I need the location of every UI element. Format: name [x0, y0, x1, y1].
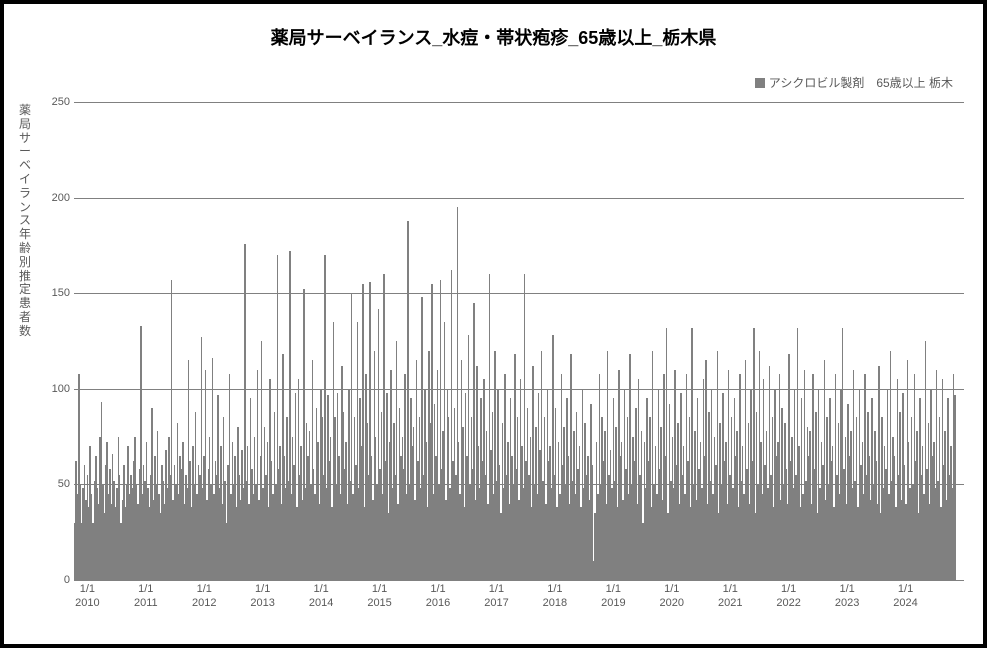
x-tick-label: 1/12022: [776, 582, 800, 611]
bar: [954, 395, 955, 580]
gridline: [74, 484, 964, 485]
y-tick-label: 150: [44, 287, 70, 299]
legend-swatch: [755, 78, 765, 88]
x-tick-label: 1/12024: [893, 582, 917, 611]
x-tick-label: 1/12013: [250, 582, 274, 611]
gridline: [74, 198, 964, 199]
x-tick-label: 1/12023: [835, 582, 859, 611]
x-tick-label: 1/12015: [367, 582, 391, 611]
y-axis-ticks: 050100150200250: [44, 102, 70, 580]
chart-title: 薬局サーベイランス_水痘・帯状疱疹_65歳以上_栃木県: [4, 24, 983, 50]
legend: アシクロビル製剤 65歳以上 栃木: [755, 74, 953, 91]
y-tick-label: 250: [44, 96, 70, 108]
x-tick-label: 1/12014: [309, 582, 333, 611]
x-tick-label: 1/12011: [134, 582, 158, 611]
x-tick-label: 1/12021: [718, 582, 742, 611]
x-tick-label: 1/12012: [192, 582, 216, 611]
y-tick-label: 100: [44, 383, 70, 395]
x-tick-label: 1/12019: [601, 582, 625, 611]
y-tick-label: 200: [44, 192, 70, 204]
chart-frame: 薬局サーベイランス_水痘・帯状疱疹_65歳以上_栃木県 アシクロビル製剤 65歳…: [0, 0, 987, 648]
gridline: [74, 293, 964, 294]
plot-area: [74, 102, 964, 581]
x-tick-label: 1/12018: [543, 582, 567, 611]
x-tick-label: 1/12017: [484, 582, 508, 611]
x-tick-label: 1/12020: [660, 582, 684, 611]
x-tick-label: 1/12010: [75, 582, 99, 611]
x-tick-label: 1/12016: [426, 582, 450, 611]
legend-label: アシクロビル製剤 65歳以上 栃木: [769, 74, 953, 91]
bar-container: [74, 102, 964, 580]
x-axis-ticks: 1/12010 1/12011 1/12012 1/12013 1/12014 1/120…: [74, 582, 964, 622]
y-tick-label: 50: [44, 478, 70, 490]
gridline: [74, 389, 964, 390]
y-tick-label: 0: [44, 574, 70, 586]
gridline: [74, 102, 964, 103]
y-axis-label: 薬局サーベイランス年齢別推定患者数: [18, 104, 32, 339]
